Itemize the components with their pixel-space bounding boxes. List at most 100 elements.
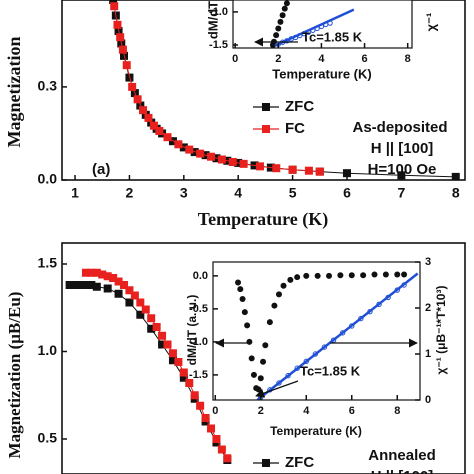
marker [281,5,288,12]
marker [217,445,226,454]
marker [114,289,123,298]
marker [103,284,112,293]
fit-line [274,8,355,47]
marker [255,162,264,171]
marker [155,126,164,135]
x-tick-label: 3 [180,185,188,201]
marker [280,282,287,289]
y-tick-label: 0.3 [38,78,58,94]
y-axis-label: Magnetization [4,37,24,148]
marker [275,25,282,32]
marker [248,355,255,362]
marker [76,281,85,289]
marker [212,435,221,443]
marker [217,155,226,164]
marker [136,310,145,319]
y-tick-label: 0.5 [38,430,58,446]
marker [371,271,378,278]
axes-frame [61,0,466,181]
marker [315,167,324,176]
plot-area [269,0,355,48]
marker [163,340,172,349]
marker [163,133,172,142]
marker [109,0,118,4]
marker [201,414,210,422]
marker [168,349,177,358]
marker [287,276,294,283]
annotation: Tc=1.85 K [302,29,363,44]
marker [277,18,284,25]
marker [87,268,96,277]
marker [185,145,194,154]
marker [141,305,150,314]
marker [257,375,264,382]
x-tick-label: 2 [258,405,264,417]
marker [275,291,282,298]
marker [255,386,262,393]
y2-axis-label: χ⁻¹ (μB⁻¹*T*10³) [434,286,448,375]
marker [283,0,290,7]
legend-marker [262,125,270,133]
arrow [255,380,299,398]
y2-tick-label: 2 [425,302,431,314]
marker [87,281,96,289]
marker [337,272,344,279]
marker [260,358,267,365]
annotation: (a) [92,161,110,178]
marker [149,121,158,130]
x-axis-label: Temperature (K) [270,424,362,438]
marker [81,281,90,289]
marker [125,298,134,307]
marker [314,272,321,279]
marker [207,152,216,161]
marker [250,371,257,378]
marker [223,454,232,463]
y2-tick-label: 0 [425,394,431,406]
marker [144,113,153,122]
y2-tick-label: 3 [425,256,431,268]
y-tick-label: 0.0 [193,270,208,282]
marker [103,272,112,281]
marker [241,309,248,316]
x-tick-label: 7 [397,185,405,201]
plot-area [65,268,232,464]
marker [114,277,123,286]
marker [125,286,134,295]
marker [348,272,355,279]
marker [196,401,205,410]
marker [342,169,351,178]
marker [185,379,194,387]
marker [382,271,389,278]
x-axis-label: Temperature (K) [198,209,328,230]
marker [152,323,161,331]
marker [271,302,278,309]
marker [130,291,139,300]
marker [266,319,273,326]
marker [113,20,122,29]
axes-frame [61,242,466,474]
marker [128,82,137,91]
marker [122,61,131,70]
x-tick-label: 8 [452,185,460,201]
marker [190,391,199,400]
marker [174,358,183,366]
marker [118,45,127,54]
x-tick-label: 4 [234,185,242,201]
marker [158,340,167,349]
marker [360,272,367,279]
marker [288,165,297,174]
marker [65,281,74,289]
x-tick-label: 5 [289,185,297,201]
x-tick-label: 0 [212,405,218,417]
marker [139,106,148,115]
x-tick-label: 0 [232,53,238,65]
marker [92,282,101,291]
axes-frame [212,261,421,401]
legend-marker [262,103,270,111]
marker [401,271,408,278]
marker [272,164,281,173]
y-tick-label: -0.5 [189,303,208,315]
marker [71,281,80,289]
marker [92,268,101,277]
